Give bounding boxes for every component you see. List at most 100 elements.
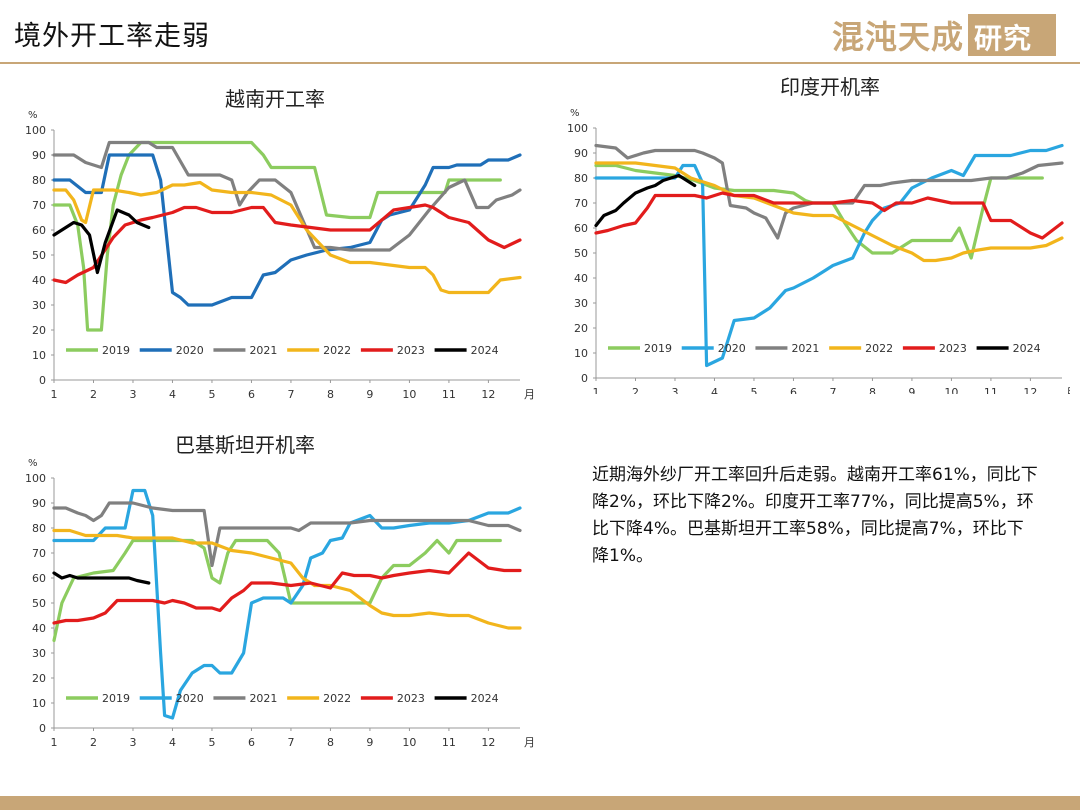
- y-tick-label: 50: [574, 247, 588, 260]
- y-tick-label: 40: [574, 272, 588, 285]
- x-tick-label: 4: [711, 386, 718, 394]
- legend-label-2023: 2023: [397, 344, 425, 357]
- y-tick-label: 80: [574, 172, 588, 185]
- x-tick-label: 12: [481, 736, 495, 749]
- y-tick-label: 80: [32, 174, 46, 187]
- series-line-2020: [52, 488, 522, 720]
- x-tick-label: 12: [1023, 386, 1037, 394]
- series-line-2024: [52, 208, 151, 275]
- y-tick-label: 0: [581, 372, 588, 385]
- x-tick-label: 9: [366, 736, 373, 749]
- series-line-2020: [594, 143, 1064, 368]
- legend-label-2024: 2024: [1013, 342, 1041, 355]
- y-tick-label: 20: [574, 322, 588, 335]
- legend-label-2021: 2021: [791, 342, 819, 355]
- india-chart: 印度开机率% 0 10 20 30 40 50 60 70 80 90 100 1 2 3 4 5 6 7 8 9 10 1…: [550, 74, 1077, 399]
- chart-title: 越南开工率: [225, 87, 325, 111]
- x-tick-label: 4: [169, 736, 176, 749]
- y-tick-label: 60: [574, 222, 588, 235]
- y-tick-label: 100: [25, 124, 46, 137]
- series-line-2020: [52, 153, 522, 307]
- x-tick-label: 3: [129, 388, 136, 401]
- chart-title: 巴基斯坦开机率: [175, 433, 315, 457]
- x-tick-label: 10: [402, 736, 416, 749]
- legend-label-2020: 2020: [176, 692, 204, 705]
- brand-logo-text: 混沌天成: [831, 18, 964, 56]
- legend-label-2022: 2022: [323, 344, 351, 357]
- x-tick-label: 5: [750, 386, 757, 394]
- x-axis-label: 月: [524, 736, 535, 749]
- legend-label-2024: 2024: [471, 344, 499, 357]
- y-tick-label: 90: [32, 149, 46, 162]
- y-tick-label: 30: [32, 647, 46, 660]
- legend-label-2024: 2024: [471, 692, 499, 705]
- y-tick-label: 10: [32, 349, 46, 362]
- x-tick-label: 2: [90, 736, 97, 749]
- y-axis-label: %: [28, 110, 38, 121]
- x-tick-label: 11: [984, 386, 998, 394]
- x-tick-label: 10: [944, 386, 958, 394]
- series-line-2019: [52, 538, 502, 643]
- x-tick-label: 11: [442, 388, 456, 401]
- x-tick-label: 2: [632, 386, 639, 394]
- x-tick-label: 9: [366, 388, 373, 401]
- x-tick-label: 3: [671, 386, 678, 394]
- legend-label-2019: 2019: [102, 692, 130, 705]
- y-tick-label: 70: [32, 199, 46, 212]
- commentary-text: 近期海外纱厂开工率回升后走弱。越南开工率61%，同比下降2%，环比下降2%。印度…: [592, 465, 1038, 566]
- legend-label-2020: 2020: [718, 342, 746, 355]
- y-tick-label: 90: [32, 497, 46, 510]
- series-line-2021: [594, 143, 1064, 240]
- y-tick-label: 20: [32, 324, 46, 337]
- series-line-2023: [594, 191, 1064, 240]
- series-line-2022: [52, 180, 522, 295]
- x-tick-label: 1: [593, 386, 600, 394]
- x-axis-label: 月: [524, 388, 535, 401]
- y-tick-label: 50: [32, 249, 46, 262]
- y-tick-label: 60: [32, 572, 46, 585]
- y-tick-label: 40: [32, 274, 46, 287]
- pakistan-chart: 巴基斯坦开机率% 0 10 20 30 40 50 60 70 80 90 100 1 2 3 4 5 6 7 8 9 1…: [20, 428, 540, 750]
- y-tick-label: 0: [39, 722, 46, 735]
- series-line-2023: [52, 203, 522, 285]
- footer-bar: [0, 796, 1080, 810]
- brand-logo-box: 研究院: [968, 14, 1056, 95]
- y-tick-label: 60: [32, 224, 46, 237]
- x-tick-label: 11: [442, 736, 456, 749]
- series-line-2024: [594, 173, 697, 228]
- y-tick-label: 30: [574, 297, 588, 310]
- brand-logo-box-text: 研究院: [974, 22, 1033, 95]
- x-tick-label: 6: [248, 736, 255, 749]
- legend-label-2023: 2023: [397, 692, 425, 705]
- x-tick-label: 3: [129, 736, 136, 749]
- series-line-2024: [52, 571, 151, 585]
- legend-label-2020: 2020: [176, 344, 204, 357]
- y-tick-label: 0: [39, 374, 46, 387]
- series-line-2021: [52, 140, 522, 252]
- y-tick-label: 20: [32, 672, 46, 685]
- series-line-2019: [52, 140, 502, 332]
- vietnam-chart: 越南开工率% 0 10 20 30 40 50 60 70 80 90 100 1 2 3 4 5 6 7 8 9 10 1…: [20, 82, 540, 402]
- series-line-2022: [52, 528, 522, 630]
- x-axis-label: 月: [1066, 386, 1070, 394]
- legend-label-2021: 2021: [249, 344, 277, 357]
- x-tick-label: 7: [287, 388, 294, 401]
- header-rule: [0, 62, 1080, 64]
- x-tick-label: 8: [327, 736, 334, 749]
- legend-label-2022: 2022: [865, 342, 893, 355]
- legend-label-2019: 2019: [102, 344, 130, 357]
- chart-title: 印度开机率: [780, 75, 880, 99]
- x-tick-label: 2: [90, 388, 97, 401]
- x-tick-label: 1: [51, 388, 58, 401]
- x-tick-label: 5: [208, 736, 215, 749]
- legend-label-2023: 2023: [939, 342, 967, 355]
- x-tick-label: 7: [829, 386, 836, 394]
- y-tick-label: 70: [574, 197, 588, 210]
- y-tick-label: 50: [32, 597, 46, 610]
- legend-label-2019: 2019: [644, 342, 672, 355]
- y-tick-label: 30: [32, 299, 46, 312]
- page-title: 境外开工率走弱: [14, 21, 210, 52]
- y-tick-label: 40: [32, 622, 46, 635]
- x-tick-label: 10: [402, 388, 416, 401]
